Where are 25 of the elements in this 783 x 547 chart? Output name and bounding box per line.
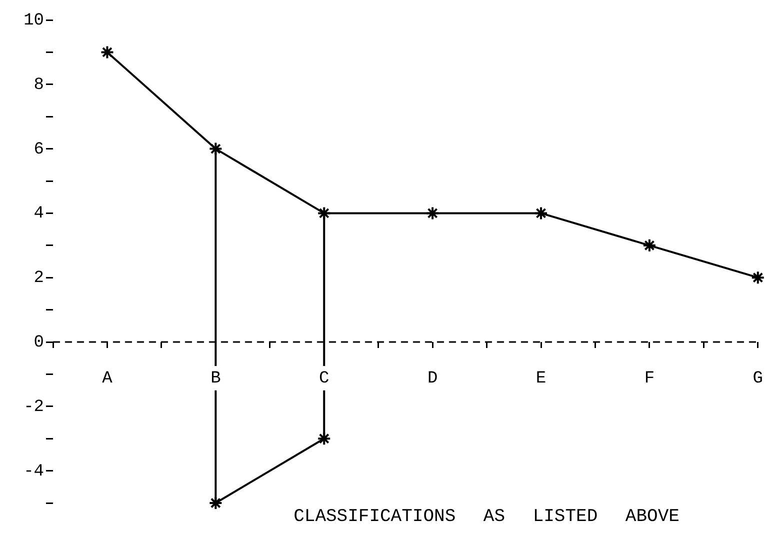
- x-tick-label: F: [644, 370, 655, 389]
- y-tick-label: -4: [24, 462, 44, 482]
- y-tick-label: 4: [34, 204, 44, 224]
- point: [100, 45, 114, 60]
- x-axis-title: CLASSIFICATIONS AS LISTED ABOVE: [294, 506, 680, 527]
- x-tick-label: B: [210, 370, 221, 389]
- point: [426, 206, 440, 220]
- y-tick-label: 6: [34, 140, 44, 160]
- y-tick-label: -2: [24, 398, 44, 417]
- point: [642, 238, 656, 252]
- x-tick-label: A: [102, 370, 114, 389]
- x-tick-label: G: [752, 370, 763, 389]
- point: [317, 432, 332, 446]
- point: [317, 206, 332, 220]
- point: [208, 142, 223, 156]
- y-tick-label: 0: [34, 334, 44, 352]
- x-tick-label: E: [536, 370, 546, 389]
- point: [750, 270, 765, 285]
- x-tick-label: D: [427, 370, 438, 389]
- y-tick-label: 10: [24, 12, 44, 30]
- point: [208, 496, 223, 510]
- y-tick-label: 2: [34, 269, 44, 288]
- y-tick-label: 8: [34, 76, 44, 95]
- point: [534, 206, 548, 220]
- x-tick-label: C: [319, 370, 330, 389]
